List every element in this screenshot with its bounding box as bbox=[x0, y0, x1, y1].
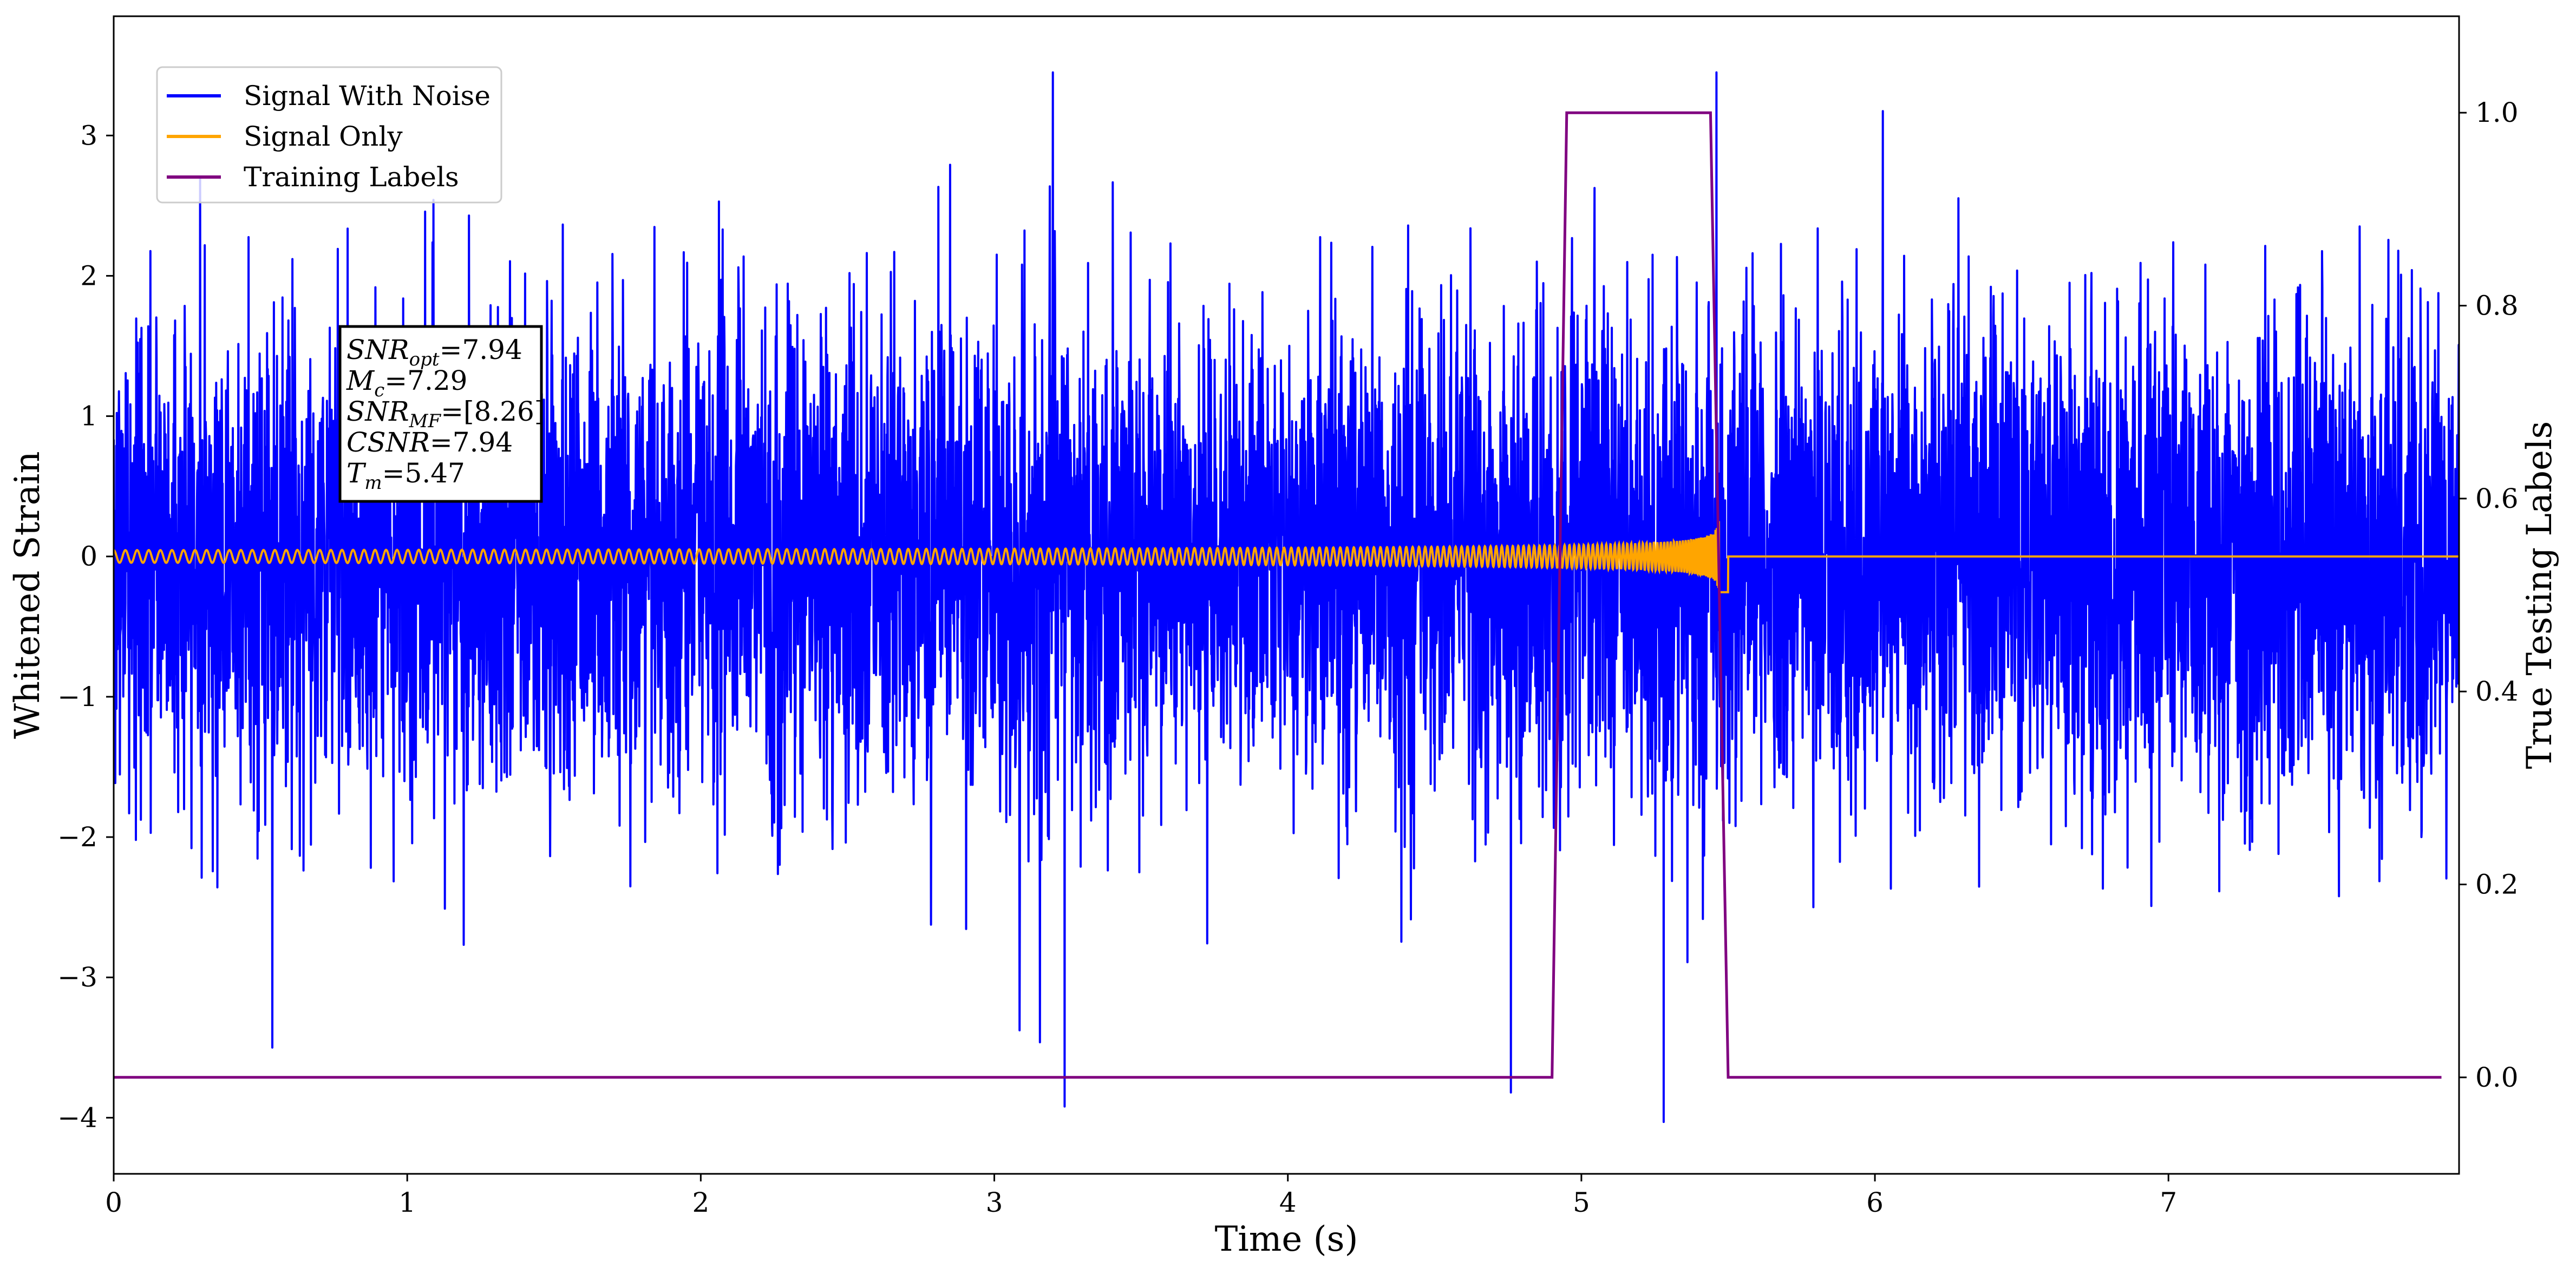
y2-tick-label: 0.2 bbox=[2475, 869, 2519, 900]
y-tick-label: −2 bbox=[57, 821, 97, 853]
annotation-symbol: SNR bbox=[346, 396, 409, 427]
y2-tick-label: 0.8 bbox=[2475, 290, 2519, 322]
y-tick-label: −3 bbox=[57, 962, 97, 993]
y2-axis-title: True Testing Labels bbox=[2520, 421, 2560, 769]
annotation-line: Mc=7.29 bbox=[346, 365, 467, 401]
annotation-value: =7.94 bbox=[440, 334, 522, 365]
y2-tick-label: 0.6 bbox=[2475, 483, 2519, 514]
series-training-labels bbox=[114, 111, 2442, 1079]
y-tick-label: 2 bbox=[80, 260, 97, 291]
annotation-symbol: CSNR bbox=[346, 427, 430, 458]
annotation-line: CSNR=7.94 bbox=[346, 427, 513, 458]
annotation-subscript: c bbox=[374, 380, 384, 401]
legend-label: Training Labels bbox=[244, 161, 459, 193]
y2-tick-label: 0.4 bbox=[2475, 676, 2519, 707]
annotation-value: =7.94 bbox=[430, 427, 513, 458]
legend-frame bbox=[156, 66, 502, 204]
y-axis-left: −4 −3 −2 −1 0 1 2 3 bbox=[57, 120, 114, 1133]
y-tick-label: 3 bbox=[80, 120, 97, 151]
y-axis-right: 0.0 0.2 0.4 0.6 0.8 1.0 bbox=[2459, 97, 2519, 1093]
y-tick-label: −4 bbox=[57, 1102, 97, 1133]
series-signal-with-noise bbox=[114, 71, 2459, 1123]
x-tick-label: 1 bbox=[398, 1187, 416, 1218]
annotation-line: SNRopt=7.94 bbox=[346, 334, 522, 370]
annotation-line: Tm=5.47 bbox=[346, 458, 465, 494]
legend-label: Signal With Noise bbox=[244, 80, 491, 112]
annotation-subscript: MF bbox=[409, 410, 442, 432]
annotation-value: =5.47 bbox=[382, 458, 465, 489]
plot-frame bbox=[113, 15, 2460, 1175]
legend: Signal With Noise Signal Only Training Lab… bbox=[156, 66, 502, 204]
x-axis: 0 1 2 3 4 5 6 7 bbox=[105, 1174, 2177, 1218]
legend-label: Signal Only bbox=[244, 121, 403, 152]
x-tick-label: 2 bbox=[692, 1187, 709, 1218]
annotation-value: =[8.26] bbox=[441, 396, 545, 427]
annotation-symbol: M bbox=[346, 365, 375, 396]
x-tick-label: 3 bbox=[986, 1187, 1003, 1218]
x-tick-label: 7 bbox=[2160, 1187, 2177, 1218]
y-tick-label: 1 bbox=[80, 401, 97, 432]
annotation-symbol: SNR bbox=[346, 334, 409, 365]
series-signal-only bbox=[114, 521, 2459, 593]
y-tick-label: −1 bbox=[57, 681, 97, 713]
x-axis-title: Time (s) bbox=[1215, 1219, 1358, 1259]
x-tick-label: 6 bbox=[1866, 1187, 1884, 1218]
x-tick-label: 0 bbox=[105, 1187, 122, 1218]
annotation-symbol: T bbox=[346, 458, 367, 489]
y2-tick-label: 0.0 bbox=[2475, 1062, 2519, 1093]
y-tick-label: 0 bbox=[80, 541, 97, 572]
annotation-value: =7.29 bbox=[384, 365, 467, 396]
annotation-subscript: opt bbox=[409, 349, 440, 370]
annotation-frame bbox=[338, 325, 543, 503]
series-layer bbox=[114, 71, 2459, 1123]
y2-tick-label: 1.0 bbox=[2475, 97, 2519, 128]
annotation-line: SNRMF=[8.26] bbox=[346, 396, 545, 432]
annotation-box: SNRopt=7.94Mc=7.29SNRMF=[8.26]CSNR=7.94T… bbox=[338, 325, 545, 503]
annotation-subscript: m bbox=[364, 472, 382, 494]
x-tick-label: 4 bbox=[1279, 1187, 1297, 1218]
y-axis-title: Whitened Strain bbox=[8, 451, 48, 739]
x-tick-label: 5 bbox=[1573, 1187, 1590, 1218]
